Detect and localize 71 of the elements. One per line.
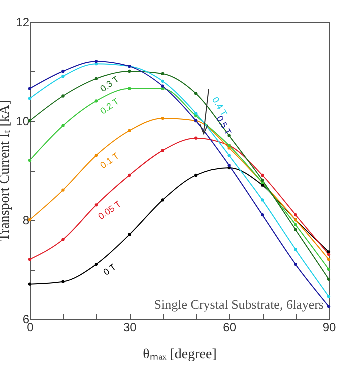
point — [260, 178, 264, 182]
point — [327, 305, 331, 308]
text: 0.05 T — [96, 198, 124, 222]
point — [128, 70, 132, 74]
point — [94, 77, 98, 81]
point — [294, 213, 298, 217]
text: 0.1 T — [98, 150, 122, 171]
y-tick-label: 10 — [16, 114, 30, 128]
point — [128, 174, 132, 178]
point — [62, 280, 65, 284]
point — [62, 94, 65, 98]
point — [161, 84, 164, 88]
point — [194, 92, 198, 96]
point — [128, 129, 132, 132]
point — [28, 97, 32, 100]
point — [128, 233, 132, 236]
x-tick-label: 60 — [223, 320, 237, 334]
point — [194, 136, 198, 140]
point — [294, 228, 298, 232]
x-tick-label: 90 — [322, 320, 336, 334]
text: 0.5 T — [214, 114, 234, 138]
point — [294, 248, 298, 252]
point — [327, 278, 331, 281]
point — [94, 60, 98, 64]
point — [62, 238, 65, 242]
point — [161, 198, 164, 202]
text: 0 T — [102, 262, 118, 278]
point — [327, 258, 331, 262]
point — [28, 282, 32, 286]
point — [62, 74, 65, 78]
point — [62, 70, 65, 74]
point — [228, 154, 231, 158]
y-tick-label: 8 — [22, 214, 30, 228]
point — [161, 72, 164, 76]
point — [260, 213, 264, 217]
x-tick-label: 30 — [123, 320, 138, 334]
point — [28, 258, 32, 262]
point — [327, 295, 331, 298]
point — [94, 100, 98, 103]
text: 0.3 T — [98, 74, 122, 94]
point — [260, 198, 264, 202]
point — [161, 80, 164, 83]
point — [194, 174, 198, 178]
point — [161, 116, 164, 120]
point — [62, 124, 65, 128]
point — [294, 262, 298, 266]
point — [327, 250, 331, 254]
point — [128, 87, 132, 90]
point — [161, 87, 164, 90]
point — [194, 114, 198, 118]
point — [194, 112, 198, 116]
annotation: Single Crystal Substrate, 6layers — [154, 297, 324, 312]
point — [94, 154, 98, 158]
point — [94, 262, 98, 266]
point — [94, 62, 98, 66]
point — [327, 253, 331, 256]
x-axis-title: θₘₐₓ [degree] — [143, 348, 217, 362]
point — [260, 184, 264, 187]
point — [294, 223, 298, 227]
text: 0.2 T — [98, 96, 122, 116]
point — [228, 166, 231, 170]
point — [228, 164, 231, 168]
point — [260, 174, 264, 178]
point — [28, 159, 32, 162]
point — [228, 134, 231, 138]
point — [327, 268, 331, 272]
y-tick-label: 12 — [16, 16, 30, 30]
point — [94, 204, 98, 207]
point — [62, 188, 65, 192]
point — [28, 87, 32, 90]
point — [161, 149, 164, 152]
